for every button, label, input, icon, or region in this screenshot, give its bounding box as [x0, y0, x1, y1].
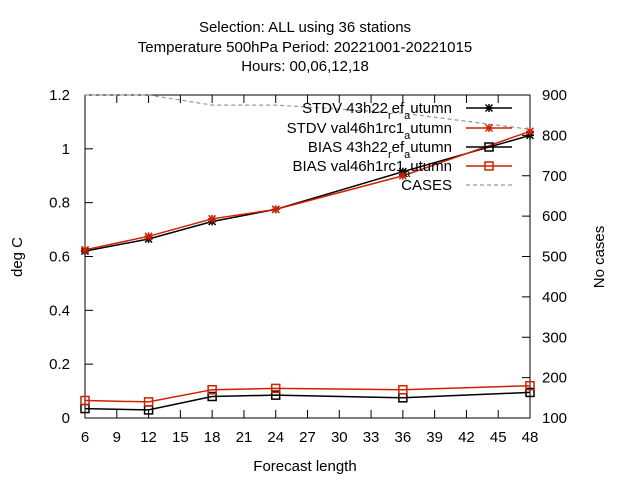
title-line-parameter-period: Temperature 500hPa Period: 20221001-2022… [138, 39, 472, 56]
y2-tick-label: 200 [542, 370, 567, 387]
legend-label: STDV 43h22refautumn [302, 100, 452, 122]
chart-title: Selection: ALL using 36 stations Tempera… [138, 19, 472, 75]
x-tick-label: 27 [299, 429, 316, 446]
series-line [85, 94, 531, 130]
y-tick-label: 0.4 [49, 302, 70, 319]
data-point [144, 232, 153, 241]
series-3 [80, 380, 535, 407]
y-tick-label: 1.2 [49, 87, 70, 104]
legend-marker [484, 161, 494, 171]
y-tick-label: 1 [62, 141, 70, 158]
legend-marker [484, 123, 494, 133]
data-point [207, 391, 217, 402]
y-tick-label: 0.2 [49, 356, 70, 373]
x-axis: 6 9 12 15 18 21 24 27 30 33 36 39 42 45 48 [81, 95, 539, 446]
legend-entry: STDV val46h1rc1autumn [287, 120, 512, 142]
x-tick-label: 6 [81, 429, 89, 446]
legend-entry: BIAS 43h22refautumn [308, 139, 512, 161]
x-tick-label: 21 [236, 429, 253, 446]
x-tick-label: 39 [426, 429, 443, 446]
data-point [525, 387, 535, 398]
x-tick-label: 9 [113, 429, 121, 446]
data-point [80, 395, 90, 406]
data-point [270, 383, 281, 394]
title-line-hours: Hours: 00,06,12,18 [241, 58, 369, 75]
y-axis-left: 0 0.2 0.4 0.6 0.8 1 1.2 [49, 87, 93, 427]
x-tick-label: 48 [522, 429, 539, 446]
x-tick-label: 15 [172, 429, 189, 446]
data-point [398, 384, 408, 395]
y2-tick-label: 100 [542, 410, 567, 427]
legend-label: BIAS 43h22refautumn [308, 139, 452, 161]
x-tick-label: 24 [267, 429, 284, 446]
legend-entry: CASES [401, 177, 512, 194]
y2-tick-label: 700 [542, 168, 567, 185]
legend-entry: BIAS val46h1rc1autumn [292, 158, 512, 180]
legend-label: CASES [401, 177, 452, 194]
data-point [270, 390, 281, 400]
y2-tick-label: 500 [542, 249, 567, 266]
series-line [84, 134, 531, 252]
x-tick-label: 42 [458, 429, 475, 446]
data-point [208, 214, 217, 223]
data-point [207, 384, 217, 395]
y2-tick-label: 400 [542, 289, 567, 306]
legend-label: BIAS val46h1rc1autumn [292, 158, 452, 180]
x-tick-label: 30 [331, 429, 348, 446]
x-tick-label: 12 [140, 429, 157, 446]
series-4 [85, 94, 531, 130]
series-line [84, 130, 531, 251]
x-tick-label: 18 [204, 429, 221, 446]
y-axis-title: deg C [9, 237, 26, 277]
data-point [80, 245, 90, 254]
x-tick-label: 33 [363, 429, 380, 446]
x-tick-label: 45 [490, 429, 507, 446]
data-point [143, 397, 154, 407]
series-layer [80, 94, 535, 415]
series-line [84, 384, 531, 403]
legend-marker [484, 103, 494, 113]
data-point [398, 171, 407, 180]
legend-marker [484, 142, 494, 152]
y-tick-label: 0 [62, 410, 70, 427]
series-line [84, 391, 531, 411]
data-point [525, 127, 535, 136]
x-axis-title: Forecast length [253, 458, 356, 475]
data-point [525, 380, 535, 391]
x-tick-label: 36 [395, 429, 412, 446]
y-axis-right: 100 200 300 400 500 600 700 800 900 [522, 87, 567, 427]
y2-tick-label: 300 [542, 329, 567, 346]
legend-label: STDV val46h1rc1autumn [287, 120, 452, 142]
y-tick-label: 0.8 [49, 195, 70, 212]
legend-entry: STDV 43h22refautumn [302, 100, 512, 122]
y2-tick-label: 800 [542, 127, 567, 144]
y-tick-label: 0.6 [49, 249, 70, 266]
y2-tick-label: 900 [542, 87, 567, 104]
y2-axis-title: No cases [591, 226, 608, 289]
data-point [271, 205, 280, 214]
series-1 [80, 127, 535, 254]
title-line-selection: Selection: ALL using 36 stations [199, 19, 411, 36]
y2-tick-label: 600 [542, 208, 567, 225]
